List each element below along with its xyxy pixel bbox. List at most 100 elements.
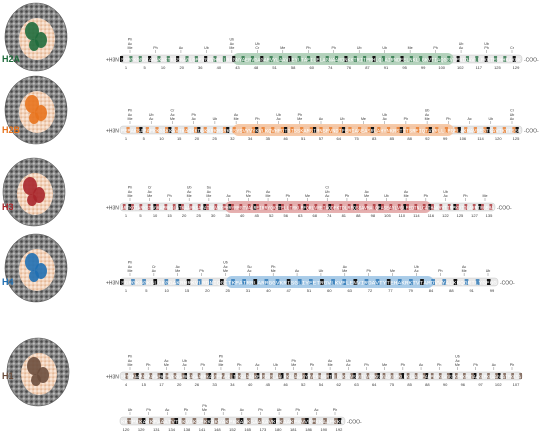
residue-number: 76 bbox=[347, 65, 352, 70]
residue-number: 99 bbox=[421, 65, 426, 70]
residue-number: 51 bbox=[272, 65, 277, 70]
ptm-label: Me bbox=[342, 269, 347, 273]
ptm-label: Me bbox=[202, 408, 207, 412]
ptm-label: Ub bbox=[319, 269, 324, 273]
residue-number: 51 bbox=[301, 136, 306, 141]
ptm-label: Me bbox=[425, 117, 430, 121]
ptm-label: Ub bbox=[230, 38, 235, 42]
residue-number: 15 bbox=[142, 382, 147, 387]
histone-label-h4: H4 bbox=[2, 277, 14, 287]
ptm-label: Ub bbox=[455, 355, 460, 359]
residue-number: 15 bbox=[185, 288, 190, 293]
residue-number: 72 bbox=[368, 288, 373, 293]
residue-number: 181 bbox=[290, 427, 297, 432]
ptm-label: Ph bbox=[237, 363, 241, 367]
residue-number: 26 bbox=[195, 382, 200, 387]
ptm-label: Cr bbox=[148, 186, 153, 190]
ptm-label: Me bbox=[170, 117, 175, 121]
histone-row-h2b: H2B PEPAKSAPAPKKGSKKAVTKAQKKDGKKRKRSRKESY… bbox=[2, 75, 539, 145]
ptm-label: Ac bbox=[414, 269, 418, 273]
residue-number: 10 bbox=[159, 136, 164, 141]
residue-number: 64 bbox=[337, 136, 342, 141]
residue-number: 1 bbox=[125, 136, 128, 141]
ptm-label: Ph bbox=[332, 46, 336, 50]
ptm-label: Ac bbox=[319, 117, 323, 121]
residue-number: 31 bbox=[246, 288, 251, 293]
residue-number: 63 bbox=[298, 213, 303, 218]
ptm-label: Me bbox=[390, 269, 395, 273]
residue-number: 102 bbox=[457, 65, 464, 70]
residue-number: 129 bbox=[138, 427, 145, 432]
residue-number: 131 bbox=[153, 427, 160, 432]
residue-number: 20 bbox=[205, 288, 210, 293]
ptm-label: Me bbox=[128, 269, 133, 273]
ptm-label: Cr bbox=[152, 265, 157, 269]
residue-number: 90 bbox=[443, 382, 448, 387]
ptm-label: Ac bbox=[455, 359, 459, 363]
ptm-label: Me bbox=[223, 269, 228, 273]
residue-number: 20 bbox=[195, 136, 200, 141]
ptm-label: Me bbox=[175, 269, 180, 273]
ptm-label: Ub bbox=[128, 408, 133, 412]
ptm-label: Me bbox=[455, 363, 460, 367]
ptm-label: Ub bbox=[382, 46, 387, 50]
ptm-label: Ac bbox=[230, 42, 234, 46]
sequence-h1: SETAPAAPAAPAPAEKTPVKKKARKSAGAAKRKASGPPVS… bbox=[121, 375, 522, 381]
residue-number: 5 bbox=[143, 136, 146, 141]
ptm-label: Ph bbox=[191, 113, 195, 117]
residue-number: 141 bbox=[199, 427, 206, 432]
nucleosome-h2b-image bbox=[4, 75, 68, 145]
ptm-label: Me bbox=[206, 194, 211, 198]
residue-number: 43 bbox=[235, 65, 240, 70]
residue-number: 25 bbox=[212, 136, 217, 141]
residue-number: 63 bbox=[354, 382, 359, 387]
ptm-label: Ph bbox=[146, 408, 150, 412]
residue-number: 56 bbox=[283, 213, 288, 218]
histone-row-h3: H3 ARTKQTARKSTGGKAPRKQLATKAARKSAPATGGVKKP… bbox=[2, 157, 512, 227]
ptm-label: Ac bbox=[425, 113, 429, 117]
residue-number: 75 bbox=[390, 382, 395, 387]
residue-number: 54 bbox=[319, 382, 324, 387]
residue-number: 51 bbox=[307, 288, 312, 293]
residue-number: 5 bbox=[143, 65, 146, 70]
ptm-label: Ph bbox=[128, 355, 132, 359]
residue-number: 88 bbox=[407, 136, 412, 141]
residue-number: 15 bbox=[167, 213, 172, 218]
ptm-label: Su bbox=[247, 265, 251, 269]
residue-number: 107 bbox=[513, 382, 520, 387]
ptm-label: Ph bbox=[221, 408, 225, 412]
ptm-label: Ac bbox=[149, 117, 153, 121]
ptm-label: Ub bbox=[384, 194, 389, 198]
residue-number: 138 bbox=[184, 427, 191, 432]
residue-number: 98 bbox=[371, 213, 376, 218]
residue-number: 32 bbox=[230, 136, 235, 141]
n-terminus-h2a: +H3N bbox=[106, 58, 119, 64]
ptm-label: Ac bbox=[148, 190, 152, 194]
ptm-label: Ac bbox=[227, 194, 231, 198]
ptm-label: Me bbox=[408, 46, 413, 50]
ptm-label: Ac bbox=[443, 194, 447, 198]
n-terminus-h1: +H3N bbox=[106, 375, 119, 381]
nucleosome-h2a-image bbox=[4, 2, 68, 72]
ptm-label: Ph bbox=[258, 408, 262, 412]
ptm-label: Ac bbox=[152, 269, 156, 273]
residue-number: 46 bbox=[283, 382, 288, 387]
ptm-label: Me bbox=[164, 363, 169, 367]
residue-number: 110 bbox=[399, 213, 406, 218]
ptm-label: Ac bbox=[510, 117, 514, 121]
ptm-label: Ub bbox=[488, 117, 493, 121]
ptm-label: Ac bbox=[128, 265, 132, 269]
ptm-label: Ac bbox=[325, 194, 329, 198]
residue-number: 40 bbox=[240, 213, 245, 218]
ptm-label: Me bbox=[404, 194, 409, 198]
sequence-h1-cont: KKTPKKAKKPAAATVTKKVAKSPKKAKVAKPKKAAKSAAK… bbox=[121, 420, 345, 426]
ptm-label: Ph bbox=[333, 408, 337, 412]
residue-number: 88 bbox=[356, 213, 361, 218]
residue-number: 114 bbox=[477, 136, 484, 141]
ptm-label: Ac bbox=[165, 408, 169, 412]
residue-number: 120 bbox=[123, 427, 130, 432]
ptm-label: Me bbox=[218, 363, 223, 367]
residue-number: 165 bbox=[244, 427, 251, 432]
ptm-label: Ub bbox=[510, 113, 515, 117]
